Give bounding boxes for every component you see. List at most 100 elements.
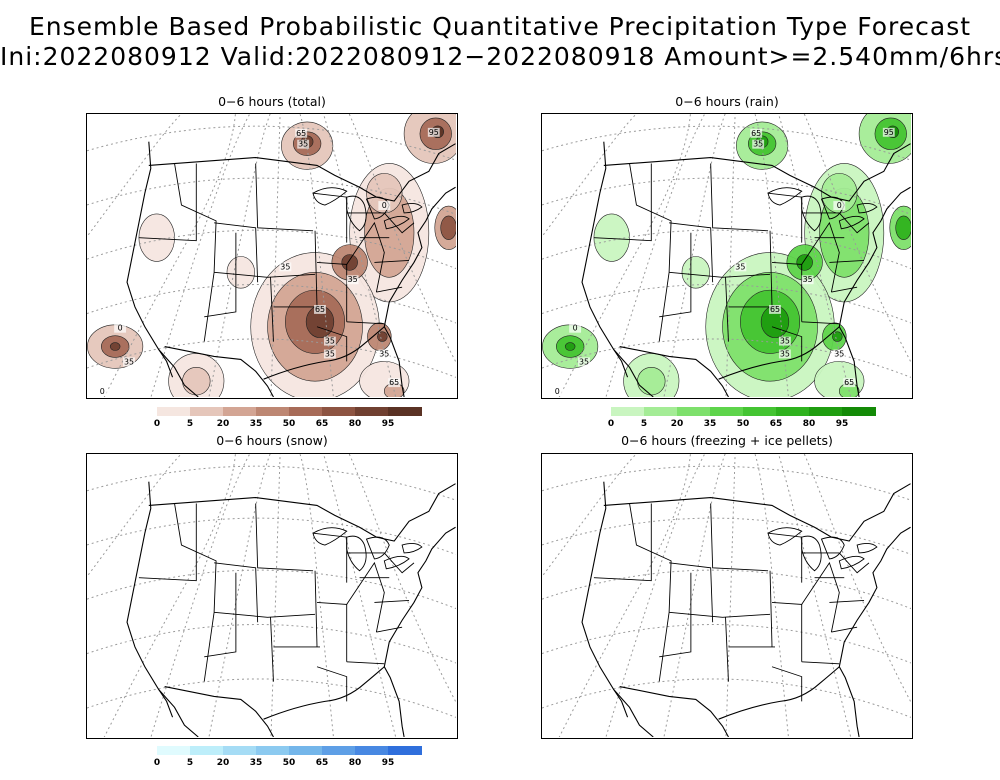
grid-line (542, 338, 911, 379)
contour-label-bg (843, 378, 856, 388)
contour-label: 35 (280, 262, 290, 271)
contour-label-bg (750, 128, 763, 138)
grid-line (103, 114, 236, 397)
colorbar-tick-label: 0 (153, 419, 161, 429)
state-border (669, 222, 714, 283)
contour-label-bg (882, 127, 895, 137)
coastline-or-border (838, 526, 911, 667)
contour-label-bg (314, 304, 326, 314)
contour-label: 0 (837, 201, 842, 210)
great-lake (801, 195, 822, 232)
great-lake (838, 215, 865, 230)
grid-line (87, 229, 456, 270)
coastline-or-border (126, 141, 199, 397)
coastline-or-border (164, 686, 274, 737)
probability-contour (593, 213, 630, 262)
state-border (829, 600, 865, 603)
grid-line (725, 454, 736, 737)
state-border (669, 611, 771, 618)
contour-label-bg (427, 127, 440, 137)
colorbar-swatch (355, 407, 389, 416)
colorbar-swatch (776, 407, 810, 416)
state-border (710, 163, 769, 232)
map-boundaries (126, 481, 456, 737)
state-border (374, 600, 410, 603)
state-border (316, 326, 348, 362)
colorbar-swatch (388, 746, 422, 755)
state-border (771, 666, 803, 702)
colorbar-total: 0 5 20 35 50 65 80 95 (153, 407, 422, 435)
colorbar-tick-label: 0 (153, 758, 161, 768)
colorbar-swatch (223, 407, 257, 416)
great-lake (346, 535, 367, 572)
contour-label-bg (378, 349, 391, 359)
state-border (593, 503, 652, 582)
colorbar-tick-label: 5 (186, 758, 194, 768)
state-border (659, 572, 692, 658)
state-border (829, 260, 865, 263)
great-lake (312, 187, 348, 206)
contour-label: 35 (803, 275, 813, 284)
state-border (593, 163, 652, 242)
contour-label: 65 (315, 305, 325, 314)
probability-contour (796, 254, 813, 271)
state-border (255, 163, 314, 232)
great-lake (856, 543, 878, 554)
contour-label: 35 (780, 337, 790, 346)
great-lake (383, 215, 410, 230)
state-border (270, 617, 274, 682)
map-background (542, 454, 911, 737)
map-boundaries (126, 141, 456, 397)
state-border (174, 503, 217, 613)
colorbar-swatch (388, 407, 422, 416)
great-lake (820, 536, 845, 560)
colorbar-swatch (710, 407, 744, 416)
coastline-or-border (581, 481, 654, 737)
colorbar-tick-label: 20 (216, 419, 230, 429)
great-lake (767, 527, 803, 546)
contour-label-bg (378, 201, 391, 210)
contour-label-bg (833, 349, 846, 359)
grid-line (542, 284, 911, 324)
coastline-or-border (581, 141, 654, 397)
grid-line (87, 284, 456, 324)
state-border (801, 321, 840, 325)
contour-label-bg (801, 275, 814, 285)
contour-label-bg (769, 304, 781, 314)
grid-line (542, 624, 911, 664)
probability-contour (564, 342, 576, 351)
probability-contour (637, 367, 666, 396)
great-lake (346, 195, 367, 232)
state-border (383, 212, 415, 234)
state-border (801, 661, 840, 665)
contour-label-bg (551, 387, 564, 397)
colorbar-swatch (842, 407, 876, 416)
colorbar-swatch (289, 746, 323, 755)
colorbar-rain: 0 5 20 35 50 65 80 95 (608, 407, 876, 435)
probability-contour (226, 256, 255, 289)
contour-label-bg (578, 357, 590, 367)
coastline-or-border (838, 186, 911, 327)
state-border (658, 272, 670, 342)
grid-line (558, 454, 691, 737)
state-border (659, 232, 692, 318)
colorbar-tick-label: 50 (282, 419, 296, 429)
map-background (87, 454, 456, 737)
state-border (203, 272, 215, 342)
colorbar-swatch (677, 407, 711, 416)
great-lake (401, 203, 423, 214)
coastline-or-border (613, 349, 629, 378)
colorbar-tick-label: 80 (802, 419, 816, 429)
colorbar-swatch (157, 407, 191, 416)
state-border (725, 617, 729, 682)
contour-label: 35 (124, 357, 134, 366)
state-border (658, 612, 670, 682)
probability-shading (87, 114, 456, 397)
colorbar-swatch (743, 407, 777, 416)
colorbar-swatch (256, 746, 290, 755)
colorbar-swatch (223, 746, 257, 755)
state-border (376, 286, 403, 293)
coastline-or-border (619, 686, 729, 737)
panel-title-snow: 0−6 hours (snow) (216, 433, 328, 448)
coastline-or-border (619, 346, 729, 397)
